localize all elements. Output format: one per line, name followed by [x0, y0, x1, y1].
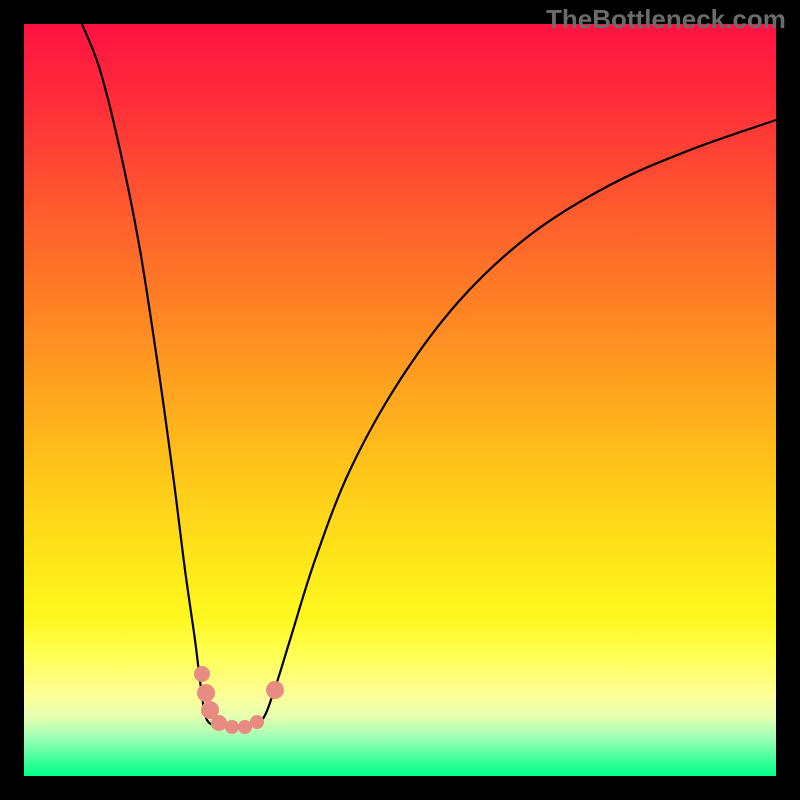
marker-dot — [225, 720, 239, 734]
marker-dot — [250, 715, 264, 729]
watermark-text: TheBottleneck.com — [546, 4, 786, 35]
marker-dot — [238, 720, 252, 734]
chart-frame — [0, 0, 800, 800]
marker-dot — [194, 666, 210, 682]
marker-dot — [266, 681, 284, 699]
marker-dot — [211, 715, 227, 731]
chart-svg — [0, 0, 800, 800]
gradient-background — [24, 24, 776, 776]
marker-dot — [197, 684, 215, 702]
